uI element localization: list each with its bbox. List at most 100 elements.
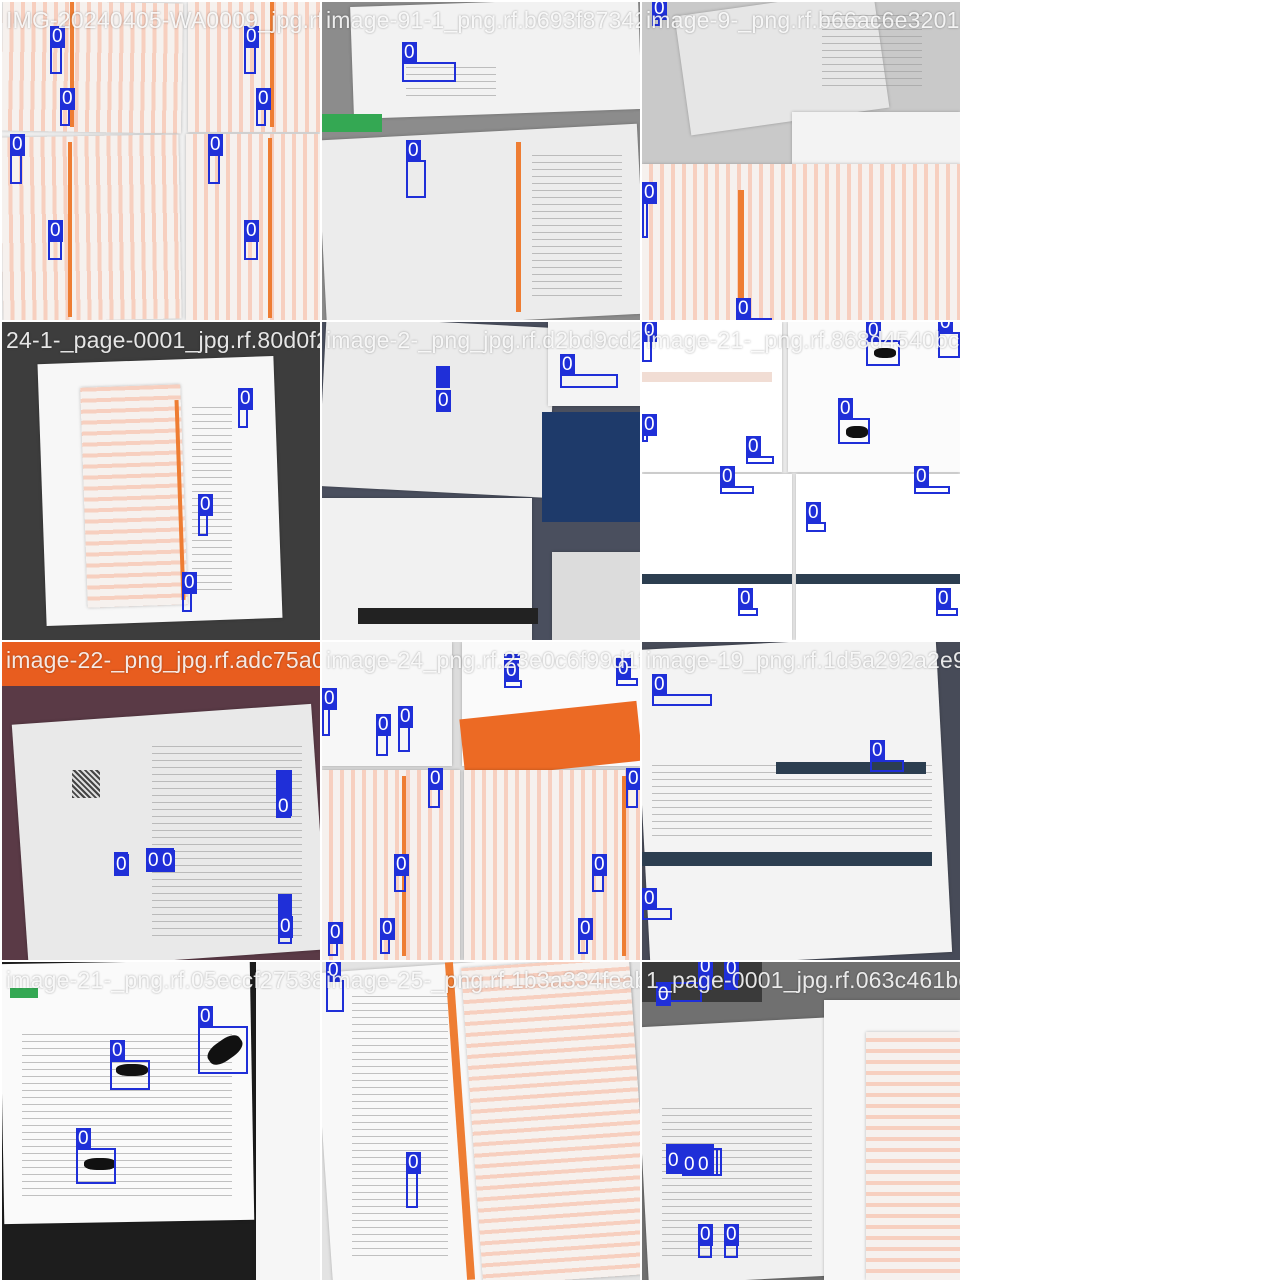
class-label: 0 bbox=[642, 414, 657, 436]
class-label: 0 bbox=[698, 1224, 713, 1246]
class-label: 0 bbox=[578, 918, 593, 940]
bounding-box: 0 bbox=[50, 26, 65, 74]
bounding-box: 0 bbox=[616, 658, 638, 686]
bounding-box: 0 bbox=[208, 134, 223, 184]
mosaic-tile: 24-1-_page-0001_jpg.rf.80d0f2022c97cbebf… bbox=[2, 322, 320, 640]
class-label: 0 bbox=[198, 494, 213, 516]
bounding-box: 0 bbox=[428, 768, 443, 808]
class-label: 0 bbox=[936, 588, 951, 610]
bounding-box: 0 bbox=[806, 502, 826, 532]
bounding-box: 0 bbox=[698, 962, 713, 990]
bounding-box: 0 bbox=[406, 1152, 421, 1208]
bounding-box: 0 bbox=[182, 572, 197, 612]
bounding-box: 0 bbox=[114, 852, 129, 876]
bounding-box: 0 bbox=[198, 494, 213, 536]
bounding-box: 0 bbox=[870, 740, 904, 772]
class-label: 0 bbox=[838, 398, 853, 420]
bounding-box: 0 bbox=[256, 88, 271, 126]
bounding-box: 0 bbox=[736, 298, 772, 320]
bounding-box: 0 bbox=[746, 436, 774, 464]
bounding-box: 0 bbox=[160, 848, 175, 872]
tile-title: 24-1-_page-0001_jpg.rf.80d0f2022c97cbebf bbox=[6, 327, 320, 353]
class-label: 0 bbox=[380, 918, 395, 940]
mosaic-tile: image-19_png.rf.1d5a292a2e96e03d14a7b195… bbox=[642, 642, 960, 960]
bounding-box: 0 bbox=[244, 26, 259, 74]
bounding-box: 0 bbox=[652, 2, 667, 26]
bounding-box: 0 bbox=[398, 706, 413, 752]
bounding-box: 0 bbox=[402, 42, 456, 82]
class-label: 0 bbox=[48, 220, 63, 242]
class-label: 0 bbox=[696, 1154, 711, 1176]
class-label: 0 bbox=[76, 1128, 91, 1150]
bounding-box: 0 bbox=[626, 768, 640, 808]
bounding-box: 0 bbox=[380, 918, 395, 954]
class-label: 0 bbox=[60, 88, 75, 110]
bounding-box: 0 bbox=[642, 182, 657, 238]
bounding-box: 0 bbox=[504, 660, 522, 688]
class-label: 0 bbox=[866, 322, 881, 342]
class-label: 0 bbox=[724, 962, 739, 980]
mosaic-tile: image-9-_png.rf.b66ac6e3201bb8006ce 0 0 … bbox=[642, 2, 960, 320]
bounding-box: 0 bbox=[652, 674, 712, 706]
tile-title: 1_page-0001_jpg.rf.063c461bd76fdad442a bbox=[646, 967, 960, 993]
bounding-box: 0 bbox=[276, 770, 292, 818]
tile-title: image-91-1_png.rf.b693f873425ff2ecbe96fc… bbox=[326, 7, 640, 33]
class-label: 0 bbox=[616, 658, 631, 680]
class-label: 0 bbox=[642, 182, 657, 204]
class-label: 0 bbox=[436, 390, 451, 412]
bounding-box: 0 bbox=[656, 982, 702, 1006]
class-label: 0 bbox=[278, 916, 293, 938]
class-label: 0 bbox=[238, 388, 253, 410]
class-label: 0 bbox=[560, 354, 575, 376]
class-label: 0 bbox=[738, 588, 753, 610]
class-label: 0 bbox=[652, 2, 667, 20]
bounding-box: 0 bbox=[10, 134, 25, 184]
class-label: 0 bbox=[146, 850, 161, 872]
mosaic-tile: image-2-_png_jpg.rf.d2bd9cd29c8391d758 0… bbox=[322, 322, 640, 640]
mosaic-tile: image-24_png.rf.23e0c6f99d1f4efd0816 0 0… bbox=[322, 642, 640, 960]
bounding-box: 0 bbox=[738, 588, 758, 616]
class-label: 0 bbox=[736, 298, 751, 320]
class-label: 0 bbox=[328, 922, 343, 944]
bounding-box: 0 bbox=[48, 220, 63, 260]
class-label: 0 bbox=[642, 322, 657, 342]
bounding-box: 0 bbox=[110, 1040, 150, 1090]
bounding-box: 0 bbox=[866, 322, 900, 366]
class-label: 0 bbox=[698, 962, 713, 978]
mosaic-tile: image-21-_png.rf.05eccf27538838f74 0 0 0 bbox=[2, 962, 320, 1280]
bounding-box: 0 bbox=[724, 962, 739, 990]
class-label: 0 bbox=[244, 220, 259, 242]
bounding-box: 0 bbox=[720, 466, 754, 494]
tile-title: IMG-20240405-WA0009_jpg.rf.f8960d1e2c1ff… bbox=[6, 7, 320, 33]
bounding-box: 0 bbox=[642, 888, 672, 920]
bounding-box: 0 bbox=[198, 1006, 248, 1074]
tile-title: image-2-_png_jpg.rf.d2bd9cd29c8391d758 bbox=[326, 327, 640, 353]
class-label: 0 bbox=[428, 768, 443, 790]
class-label: 0 bbox=[208, 134, 223, 156]
bounding-box: 0 bbox=[394, 854, 409, 892]
class-label: 0 bbox=[870, 740, 885, 762]
bounding-box: 0 bbox=[838, 398, 870, 444]
class-label: 0 bbox=[182, 572, 197, 594]
class-label: 0 bbox=[914, 466, 929, 488]
bounding-box: 0 bbox=[724, 1224, 739, 1258]
class-label: 0 bbox=[326, 962, 341, 982]
bounding-box: 0 bbox=[328, 922, 343, 956]
bounding-box: 0 bbox=[642, 322, 657, 362]
class-label: 0 bbox=[276, 796, 291, 818]
mosaic-tile: 1_page-0001_jpg.rf.063c461bd76fdad442a 0… bbox=[642, 962, 960, 1280]
mosaic-tile: image-25-_png.rf.1b3a334feab234 0 0 bbox=[322, 962, 640, 1280]
class-label: 0 bbox=[406, 140, 421, 162]
tile-title: image-21-_png.rf.05eccf27538838f74 bbox=[6, 967, 320, 993]
class-label: 0 bbox=[256, 88, 271, 110]
class-label: 0 bbox=[10, 134, 25, 156]
class-label: 0 bbox=[642, 888, 657, 910]
class-label: 0 bbox=[652, 674, 667, 696]
class-label: 0 bbox=[746, 436, 761, 458]
bounding-box: 0 bbox=[696, 1148, 718, 1176]
class-label: 0 bbox=[402, 42, 417, 64]
tile-title: image-24_png.rf.23e0c6f99d1f4efd0816 bbox=[326, 647, 640, 673]
bounding-box: 0 bbox=[326, 962, 344, 1012]
mosaic-tile: image-21-_png.rf.868d4540bcd34ec262 0 0 … bbox=[642, 322, 960, 640]
